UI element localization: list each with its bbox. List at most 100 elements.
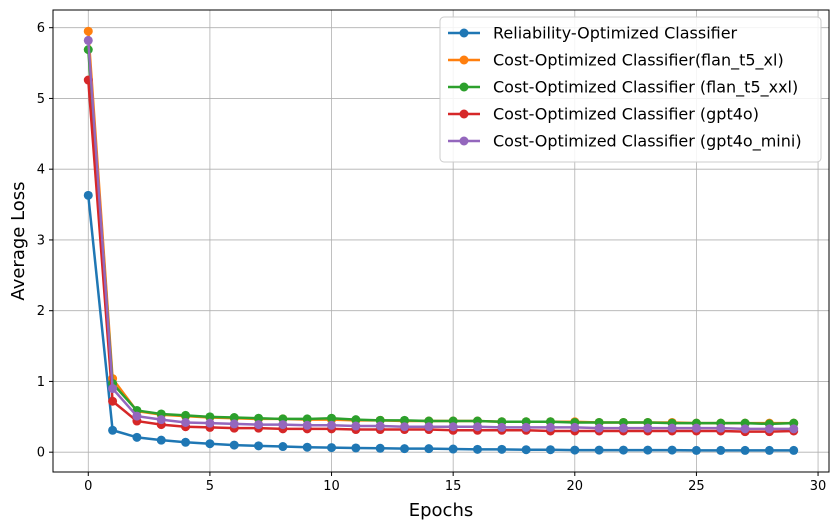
data-point: [424, 422, 434, 432]
data-point: [351, 415, 361, 425]
data-point: [594, 423, 604, 433]
y-tick-label: 0: [37, 446, 45, 461]
data-point: [764, 445, 774, 455]
data-point: [254, 420, 264, 430]
data-point: [691, 445, 701, 455]
x-tick-label: 5: [206, 479, 214, 494]
data-point: [351, 443, 361, 453]
data-point: [83, 26, 93, 36]
data-point: [278, 420, 288, 430]
data-point: [108, 425, 118, 435]
y-tick-label: 6: [37, 21, 45, 36]
axis-ticks: 0 5 10 15 20 25 30 0 1 2 3 4 5 6: [37, 21, 827, 494]
data-point: [448, 422, 458, 432]
data-point: [327, 420, 337, 430]
data-point: [132, 432, 142, 442]
data-point: [594, 445, 604, 455]
series-5: [83, 35, 799, 434]
data-point: [229, 419, 239, 429]
data-point: [570, 422, 580, 432]
legend-label: Reliability-Optimized Classifier: [493, 24, 738, 43]
legend-item: Reliability-Optimized Classifier: [448, 24, 738, 43]
data-point: [83, 35, 93, 45]
series-layer: [83, 26, 799, 455]
data-point: [83, 190, 93, 200]
x-tick-label: 20: [567, 479, 584, 494]
data-point: [181, 437, 191, 447]
data-point: [521, 445, 531, 455]
x-axis-label: Epochs: [409, 500, 474, 521]
legend-label: Cost-Optimized Classifier(flan_t5_xl): [493, 51, 784, 71]
data-point: [156, 435, 166, 445]
data-point: [205, 439, 215, 449]
data-point: [229, 413, 239, 423]
data-point: [254, 441, 264, 451]
data-point: [229, 440, 239, 450]
data-point: [156, 415, 166, 425]
data-point: [618, 423, 628, 433]
data-point: [181, 410, 191, 420]
data-point: [108, 396, 118, 406]
data-point: [570, 445, 580, 455]
data-point: [424, 444, 434, 454]
data-point: [400, 422, 410, 432]
data-point: [448, 444, 458, 454]
data-point: [716, 423, 726, 433]
data-point: [181, 417, 191, 427]
plot-frame: [52, 9, 830, 473]
data-point: [278, 442, 288, 452]
legend-swatch-marker: [459, 136, 469, 146]
y-tick-label: 1: [37, 375, 45, 390]
x-tick-label: 30: [810, 479, 827, 494]
data-point: [716, 445, 726, 455]
series-1: [83, 190, 799, 455]
data-point: [400, 415, 410, 425]
data-point: [302, 442, 312, 452]
data-point: [375, 443, 385, 453]
data-point: [375, 421, 385, 431]
data-point: [667, 445, 677, 455]
data-point: [740, 445, 750, 455]
data-point: [132, 411, 142, 421]
data-point: [643, 445, 653, 455]
data-point: [302, 420, 312, 430]
legend-item: Cost-Optimized Classifier (gpt4o_mini): [448, 132, 802, 152]
data-point: [108, 384, 118, 394]
data-point: [327, 413, 337, 423]
legend-swatch-marker: [459, 82, 469, 92]
data-point: [764, 424, 774, 434]
y-tick-label: 5: [37, 92, 45, 107]
data-point: [643, 423, 653, 433]
data-point: [472, 444, 482, 454]
x-tick-label: 25: [688, 479, 705, 494]
legend-swatch-marker: [459, 28, 469, 38]
data-point: [691, 423, 701, 433]
legend-item: Cost-Optimized Classifier(flan_t5_xl): [448, 51, 784, 71]
legend-item: Cost-Optimized Classifier (flan_t5_xxl): [448, 78, 798, 98]
legend-swatch-marker: [459, 109, 469, 119]
data-point: [327, 443, 337, 453]
data-point: [497, 444, 507, 454]
data-point: [302, 414, 312, 424]
legend-item: Cost-Optimized Classifier (gpt4o): [448, 105, 759, 124]
x-tick-label: 0: [84, 479, 92, 494]
data-point: [521, 422, 531, 432]
y-tick-label: 3: [37, 233, 45, 248]
data-point: [789, 424, 799, 434]
legend-box: [439, 16, 822, 163]
x-tick-label: 10: [323, 479, 340, 494]
legend-label: Cost-Optimized Classifier (gpt4o): [493, 105, 759, 124]
data-point: [667, 423, 677, 433]
data-point: [351, 421, 361, 431]
legend-label: Cost-Optimized Classifier (flan_t5_xxl): [493, 78, 798, 98]
data-point: [740, 424, 750, 434]
data-point: [205, 412, 215, 422]
data-point: [400, 444, 410, 454]
y-tick-label: 4: [37, 163, 45, 178]
legend: Reliability-Optimized Classifier Cost-Opt…: [439, 16, 822, 163]
data-point: [789, 445, 799, 455]
data-point: [497, 422, 507, 432]
data-point: [545, 445, 555, 455]
data-point: [472, 422, 482, 432]
